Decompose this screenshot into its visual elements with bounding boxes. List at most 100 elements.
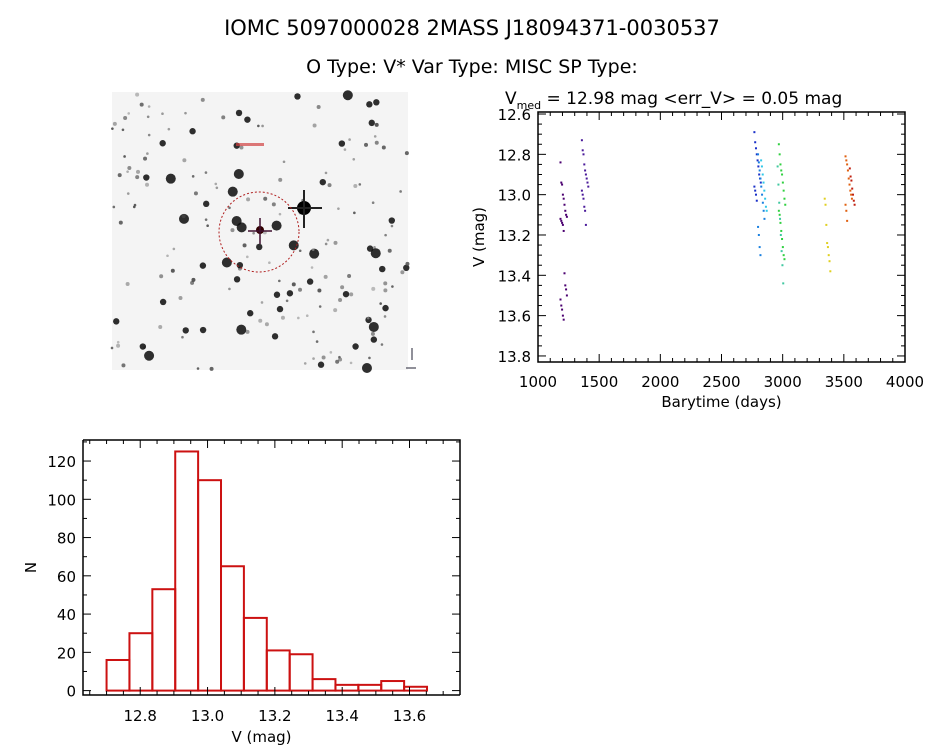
data-point: [849, 189, 852, 192]
data-point: [759, 181, 762, 184]
star: [233, 168, 244, 179]
star: [227, 186, 238, 197]
star: [403, 264, 410, 272]
star: [384, 233, 387, 237]
star: [271, 220, 282, 231]
star: [264, 322, 269, 327]
data-point: [562, 229, 565, 232]
star: [370, 331, 375, 336]
data-point: [763, 217, 766, 220]
star: [306, 278, 314, 285]
star: [343, 148, 347, 151]
data-point: [563, 203, 566, 206]
star: [113, 318, 120, 325]
star: [193, 191, 198, 196]
star: [399, 190, 402, 193]
data-point: [778, 153, 781, 156]
compass-icon: [406, 348, 416, 369]
data-point: [782, 189, 785, 192]
data-point: [764, 197, 767, 200]
star: [123, 155, 126, 158]
data-point: [779, 221, 782, 224]
star: [112, 121, 117, 126]
star: [166, 254, 169, 258]
star: [167, 127, 171, 131]
star: [184, 111, 187, 115]
star: [364, 142, 369, 147]
star: [278, 279, 281, 283]
star: [368, 321, 379, 332]
data-point: [758, 173, 761, 176]
star: [366, 245, 374, 252]
star: [297, 316, 300, 320]
star: [159, 298, 167, 306]
data-point: [559, 298, 562, 301]
y-tick-label: 20: [57, 644, 76, 662]
star: [368, 119, 375, 127]
star: [310, 266, 314, 269]
x-axis-label: Barytime (days): [661, 393, 781, 411]
histogram-bar: [174, 450, 200, 692]
data-point: [826, 242, 829, 245]
data-point: [560, 304, 563, 307]
histogram-bar: [311, 678, 337, 692]
star: [146, 152, 149, 155]
star: [379, 302, 382, 305]
y-tick-label: 13.0: [498, 187, 531, 205]
data-point: [562, 318, 565, 321]
histogram-bar: [265, 649, 291, 692]
histogram-bar: [403, 685, 429, 692]
data-point: [779, 163, 782, 166]
star: [278, 177, 283, 182]
star: [379, 265, 386, 273]
data-point: [846, 219, 849, 222]
y-axis-label: V (mag): [470, 207, 488, 267]
data-point: [782, 254, 785, 257]
data-point: [757, 225, 760, 228]
data-point: [849, 175, 852, 178]
star: [196, 367, 200, 370]
data-point: [561, 193, 564, 196]
star: [352, 343, 359, 350]
star: [158, 325, 163, 330]
data-point: [562, 197, 565, 200]
data-point: [781, 246, 784, 249]
star: [319, 178, 326, 186]
star: [236, 324, 247, 335]
star: [182, 327, 189, 334]
data-point: [761, 193, 764, 196]
data-point: [778, 213, 781, 216]
data-point: [781, 264, 784, 267]
star: [199, 262, 207, 269]
star: [333, 240, 338, 245]
data-point: [759, 177, 762, 180]
data-point: [780, 229, 783, 232]
data-point: [564, 284, 567, 287]
star: [317, 361, 325, 368]
star: [143, 174, 150, 181]
x-tick-label: 13.6: [393, 707, 426, 725]
star: [271, 202, 276, 207]
star: [191, 175, 195, 178]
star: [245, 329, 250, 334]
star: [110, 346, 114, 350]
star: [221, 257, 232, 268]
star: [316, 104, 321, 109]
star: [258, 318, 263, 323]
star: [189, 128, 196, 135]
star: [273, 291, 281, 298]
star: [374, 122, 379, 127]
star: [260, 301, 264, 304]
star: [206, 224, 209, 228]
star: [318, 305, 322, 308]
x-tick-label: 1000: [519, 373, 557, 391]
star: [200, 97, 205, 102]
data-point: [824, 203, 827, 206]
star: [202, 200, 210, 208]
star: [165, 173, 176, 184]
star: [338, 357, 343, 362]
star: [285, 299, 289, 303]
